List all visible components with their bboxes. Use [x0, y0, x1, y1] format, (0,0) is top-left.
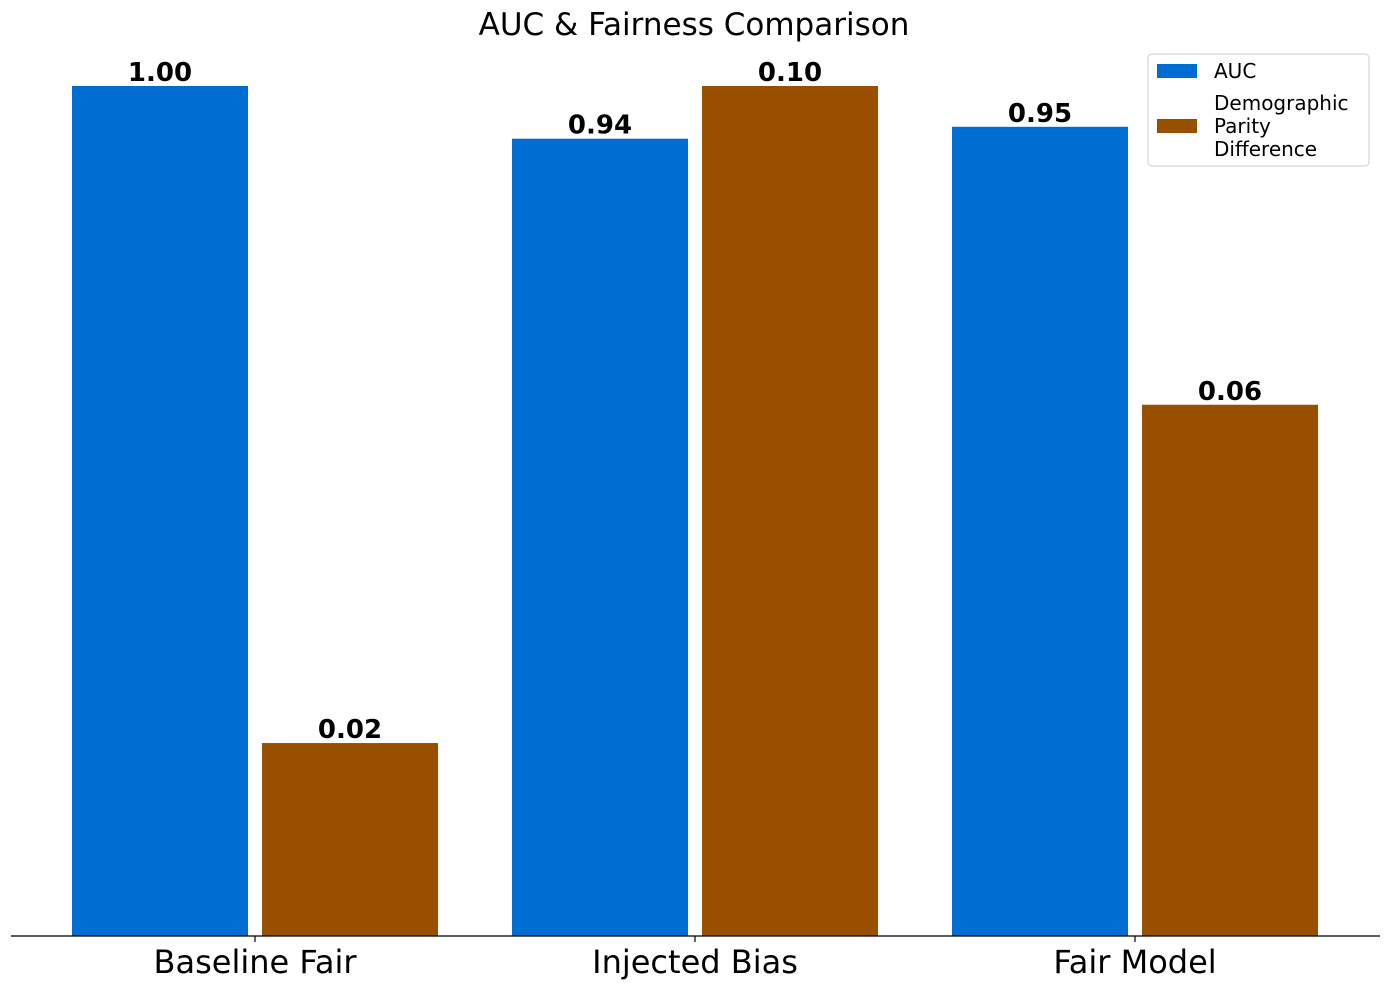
- x-tick-label-baseline-fair: Baseline Fair: [154, 943, 358, 981]
- legend-label-line-3: Difference: [1214, 137, 1317, 161]
- value-label-auc-baseline-fair: 1.00: [128, 58, 192, 88]
- value-label-demographic-parity-difference-baseline-fair: 0.02: [318, 715, 382, 745]
- legend: AUC Demographic Parity Difference: [1147, 53, 1370, 167]
- bars-layer: [72, 86, 1318, 937]
- legend-swatch-demographic-parity-difference: [1157, 119, 1197, 133]
- value-label-demographic-parity-difference-injected-bias: 0.10: [758, 58, 822, 88]
- legend-swatch-auc: [1157, 64, 1197, 78]
- x-tick-label-fair-model: Fair Model: [1053, 943, 1216, 981]
- value-label-auc-injected-bias: 0.94: [568, 111, 632, 141]
- chart-title: AUC & Fairness Comparison: [479, 7, 910, 43]
- bar-demographic-parity-difference-fair-model: [1142, 404, 1318, 936]
- legend-label-line-1: Demographic: [1214, 91, 1349, 115]
- bar-auc-fair-model: [952, 126, 1128, 937]
- legend-frame: [1147, 53, 1370, 167]
- bar-auc-baseline-fair: [72, 86, 248, 936]
- value-labels-layer: 1.00 0.94 0.95 0.02 0.10 0.06: [128, 58, 1262, 745]
- bar-auc-injected-bias: [512, 138, 688, 936]
- x-tick-label-injected-bias: Injected Bias: [592, 943, 798, 981]
- value-label-auc-fair-model: 0.95: [1008, 99, 1072, 129]
- legend-label-demographic-parity-difference: Demographic Parity Difference: [1214, 91, 1355, 161]
- bar-demographic-parity-difference-baseline-fair: [262, 743, 438, 936]
- legend-label-auc: AUC: [1214, 59, 1256, 83]
- bar-demographic-parity-difference-injected-bias: [702, 86, 878, 936]
- x-ticks-layer: Baseline Fair Injected Bias Fair Model: [154, 936, 1217, 981]
- legend-label-line-2: Parity: [1214, 114, 1271, 138]
- value-label-demographic-parity-difference-fair-model: 0.06: [1198, 377, 1262, 407]
